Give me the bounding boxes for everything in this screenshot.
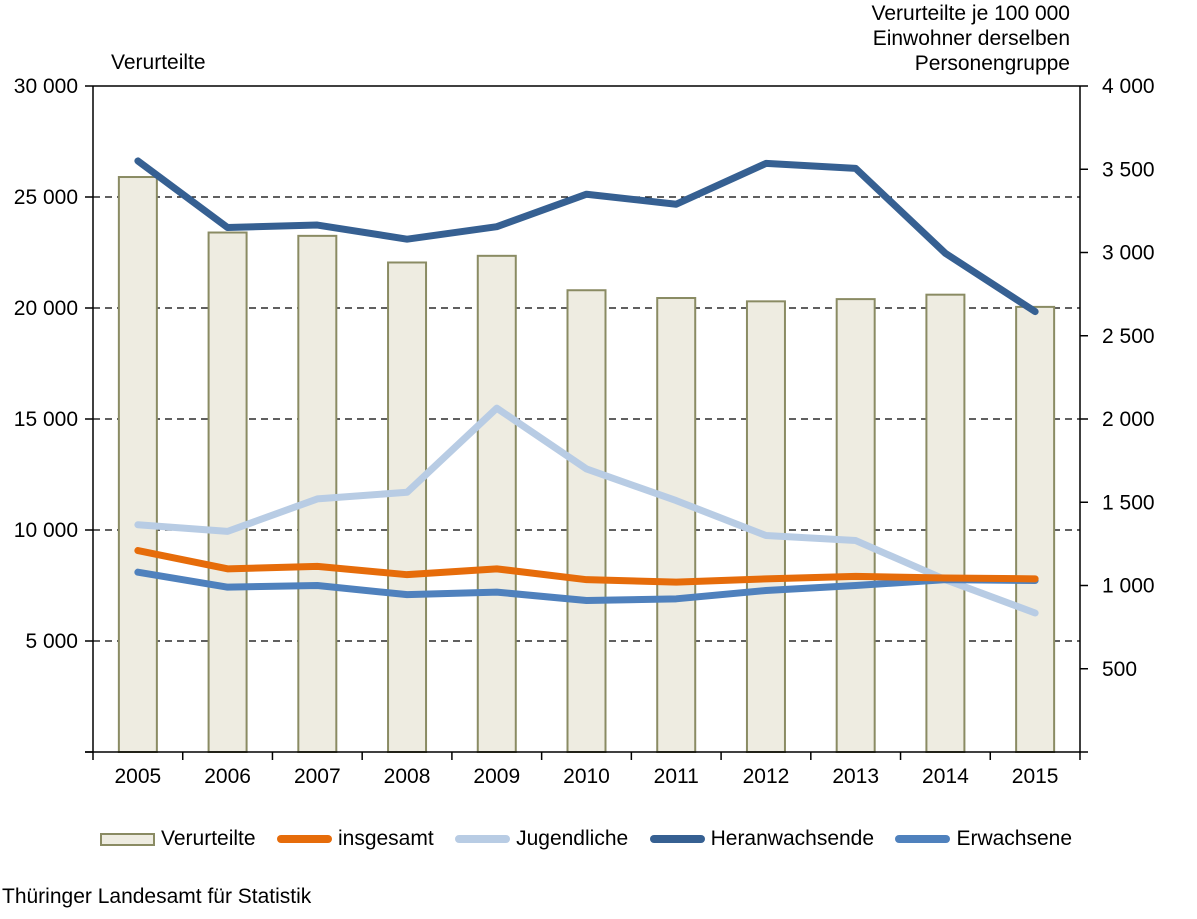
svg-text:2014: 2014 bbox=[922, 765, 969, 788]
svg-text:2009: 2009 bbox=[473, 765, 520, 788]
svg-text:10 000: 10 000 bbox=[14, 519, 78, 542]
svg-text:4 000: 4 000 bbox=[1102, 75, 1155, 98]
right-axis-title: Verurteilte je 100 000 Einwohner derselb… bbox=[872, 1, 1070, 76]
chart-legend: Verurteilte insgesamt Jugendliche Heranw… bbox=[100, 825, 1072, 853]
bar-swatch-icon bbox=[100, 832, 155, 846]
svg-text:20 000: 20 000 bbox=[14, 297, 78, 320]
svg-text:15 000: 15 000 bbox=[14, 408, 78, 431]
svg-text:2012: 2012 bbox=[743, 765, 790, 788]
svg-text:25 000: 25 000 bbox=[14, 186, 78, 209]
right-axis-title-line3: Personengruppe bbox=[914, 52, 1070, 75]
svg-text:3 500: 3 500 bbox=[1102, 158, 1155, 181]
legend-item-jugendliche: Jugendliche bbox=[455, 827, 628, 851]
svg-text:30 000: 30 000 bbox=[14, 75, 78, 98]
legend-label: Heranwachsende bbox=[710, 827, 875, 850]
svg-text:3 000: 3 000 bbox=[1102, 242, 1155, 265]
svg-text:2013: 2013 bbox=[832, 765, 879, 788]
legend-item-erwachsene: Erwachsene bbox=[895, 827, 1072, 851]
legend-item-heranwachsende: Heranwachsende bbox=[649, 827, 875, 851]
line-swatch-icon bbox=[455, 835, 511, 843]
svg-text:2011: 2011 bbox=[654, 765, 699, 788]
svg-text:2005: 2005 bbox=[115, 765, 162, 788]
svg-text:1 000: 1 000 bbox=[1102, 575, 1155, 598]
svg-text:1 500: 1 500 bbox=[1102, 491, 1155, 514]
line-swatch-icon bbox=[649, 835, 705, 843]
legend-label: Erwachsene bbox=[956, 827, 1072, 850]
legend-item-verurteilte: Verurteilte bbox=[100, 827, 256, 851]
right-axis-title-line1: Verurteilte je 100 000 bbox=[871, 2, 1070, 25]
legend-label: insgesamt bbox=[337, 827, 434, 850]
left-axis-title: Verurteilte bbox=[111, 51, 206, 74]
legend-label: Jugendliche bbox=[516, 827, 629, 850]
line-swatch-icon bbox=[276, 835, 332, 843]
legend-item-insgesamt: insgesamt bbox=[276, 827, 434, 851]
line-swatch-icon bbox=[895, 835, 951, 843]
svg-text:5 000: 5 000 bbox=[25, 630, 78, 653]
svg-text:500: 500 bbox=[1102, 658, 1137, 681]
right-axis-title-line2: Einwohner derselben bbox=[872, 27, 1070, 50]
svg-text:2 500: 2 500 bbox=[1102, 325, 1155, 348]
svg-text:2010: 2010 bbox=[563, 765, 610, 788]
legend-label: Verurteilte bbox=[161, 827, 256, 850]
svg-text:2007: 2007 bbox=[294, 765, 341, 788]
svg-text:2006: 2006 bbox=[204, 765, 251, 788]
source-attribution: Thüringer Landesamt für Statistik bbox=[2, 885, 312, 908]
svg-text:2008: 2008 bbox=[384, 765, 431, 788]
svg-text:2015: 2015 bbox=[1012, 765, 1059, 788]
svg-text:2 000: 2 000 bbox=[1102, 408, 1155, 431]
